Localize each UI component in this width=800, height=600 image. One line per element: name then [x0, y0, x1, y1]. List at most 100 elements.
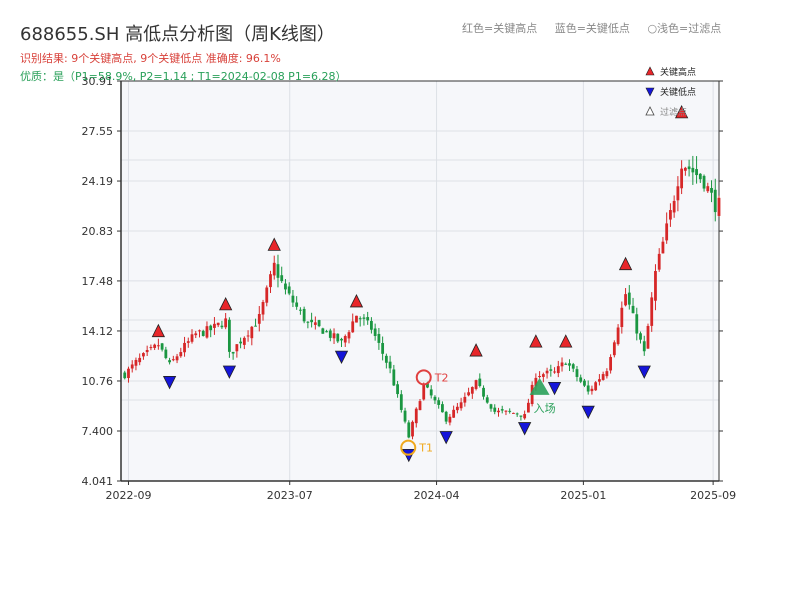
candle-body: [463, 396, 467, 403]
t1-label: T1: [418, 442, 433, 455]
x-tick-label: 2025-01: [560, 489, 606, 502]
candle-body: [437, 400, 441, 405]
candle-body: [384, 355, 388, 363]
candle-body: [485, 397, 489, 403]
candle-body: [695, 169, 698, 176]
candle-body: [489, 404, 493, 409]
candle-body: [216, 322, 220, 326]
candle-body: [504, 410, 508, 412]
candle-body: [220, 325, 224, 328]
candle-body: [250, 326, 254, 339]
candle-body: [373, 328, 377, 336]
header-legend-light: ○浅色=过滤点: [647, 22, 722, 35]
candle-body: [370, 320, 373, 330]
candle-body: [455, 406, 459, 411]
candle-body: [227, 319, 231, 352]
candle-body: [586, 385, 590, 392]
t2-ring: [415, 369, 432, 386]
key-low-marker: [637, 365, 651, 379]
key-low-marker: [518, 422, 532, 436]
candle-body: [710, 187, 713, 193]
candle-body: [459, 402, 463, 409]
candle-body: [336, 333, 340, 342]
key-high-marker: [469, 343, 483, 357]
key-high-marker: [529, 334, 543, 348]
candle-body: [635, 314, 639, 334]
candle-body: [276, 264, 280, 278]
candle-body: [213, 323, 216, 328]
candle-body: [265, 287, 269, 303]
candle-body: [149, 347, 153, 349]
key-high-marker: [349, 294, 364, 308]
key-low-marker: [439, 431, 453, 445]
candle-body: [127, 368, 130, 379]
candle-body: [291, 295, 295, 303]
candle-body: [452, 409, 456, 418]
candle-body: [347, 332, 351, 339]
candle-body: [168, 360, 171, 363]
candle-body: [403, 410, 407, 422]
candle-body: [261, 302, 265, 315]
quality-summary: 优质：是（P1=58.9%, P2=1.14 ; T1=2024-02-08 P…: [20, 70, 347, 83]
y-tick-label: 10.76: [82, 375, 114, 388]
legend-label: 过滤点: [660, 106, 687, 118]
candle-body: [302, 308, 306, 322]
candle-body: [661, 241, 665, 254]
candle-body: [381, 342, 385, 354]
candle-body: [467, 392, 470, 396]
candle-body: [470, 387, 474, 394]
candle-body: [683, 167, 687, 171]
candle-body: [702, 175, 706, 189]
candle-body: [235, 344, 239, 352]
key-low-marker: [547, 381, 562, 396]
candle-body: [355, 315, 358, 323]
key-high-marker: [559, 334, 573, 348]
candle-body: [639, 333, 642, 340]
candle-body: [646, 325, 650, 349]
key-low-marker: [162, 376, 177, 390]
candle-body: [411, 421, 414, 437]
candle-body: [313, 322, 317, 325]
legend-filtered-icon: [645, 106, 655, 116]
candle-body: [343, 336, 347, 343]
candle-body: [310, 319, 314, 323]
candle-body: [332, 333, 336, 339]
candle-body: [493, 407, 497, 412]
t2-label: T2: [434, 371, 449, 384]
candle-body: [579, 377, 583, 382]
candle-body: [564, 363, 568, 365]
x-tick-label: 2023-07: [267, 489, 313, 502]
candle-body: [130, 364, 134, 369]
candle-body: [515, 413, 519, 415]
candle-body: [231, 351, 235, 354]
candle-body: [366, 317, 370, 321]
candle-body: [444, 411, 448, 422]
candle-body: [508, 410, 512, 412]
candle-body: [642, 341, 646, 352]
candle-body: [706, 186, 710, 192]
candle-body: [224, 318, 228, 328]
x-tick-label: 2024-04: [414, 489, 460, 502]
recognition-result: 识别结果: 9个关键高点, 9个关键低点 准确度: 96.1%: [20, 52, 281, 65]
candle-body: [422, 383, 426, 400]
candle-body: [396, 384, 399, 395]
candle-body: [482, 387, 485, 397]
y-tick-label: 24.19: [82, 175, 114, 188]
candle-body: [321, 328, 325, 334]
candle-body: [257, 314, 261, 324]
candle-body: [123, 372, 127, 379]
candle-body: [269, 274, 272, 288]
candle-body: [571, 364, 575, 369]
candle-body: [519, 415, 523, 417]
candle-body: [665, 223, 669, 241]
candle-body: [392, 369, 396, 386]
candle-body: [650, 297, 654, 326]
legend-label: 关键高点: [660, 66, 696, 78]
candle-body: [590, 388, 594, 392]
candle-body: [426, 382, 429, 388]
candle-body: [153, 344, 157, 348]
pivot-markers: [151, 104, 689, 463]
candle-body: [612, 342, 616, 356]
candle-body: [672, 200, 676, 213]
candle-body: [478, 378, 482, 386]
